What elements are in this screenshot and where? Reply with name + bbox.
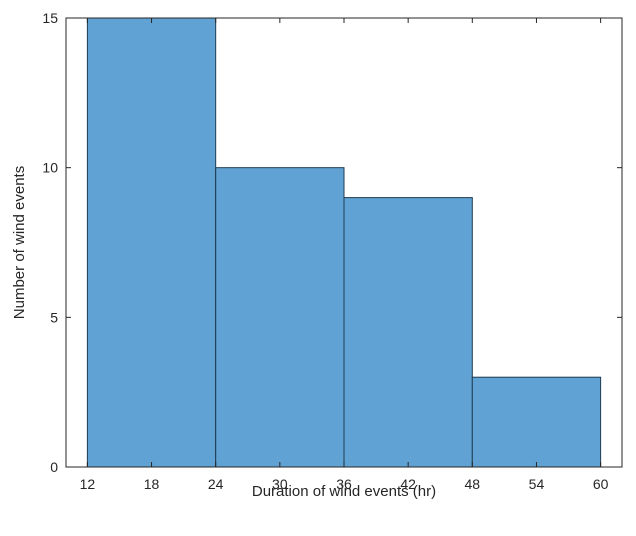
histogram-bar-12-24 (86, 17, 217, 468)
x-tick-label: 60 (593, 476, 609, 492)
x-tick-label: 30 (272, 476, 288, 492)
x-tick-label: 36 (336, 476, 352, 492)
y-tick-label: 10 (42, 160, 58, 176)
x-tick-label: 18 (144, 476, 160, 492)
y-axis-label: Number of wind events (11, 166, 28, 319)
x-tick-label: 54 (529, 476, 545, 492)
y-tick-labels: 0 5 10 15 (42, 10, 58, 475)
bars-layer (86, 17, 602, 468)
histogram-bar-36-48 (343, 197, 473, 468)
y-tick-label: 0 (50, 459, 58, 475)
ticks-layer (66, 17, 622, 468)
y-tick-label: 5 (50, 309, 58, 325)
x-tick-labels: 12 18 24 30 36 42 48 54 60 (80, 476, 609, 492)
x-tick-label: 24 (208, 476, 224, 492)
histogram-bar-24-36 (215, 167, 345, 468)
x-tick-label: 48 (465, 476, 481, 492)
histogram-bar-48-60 (471, 376, 602, 468)
y-tick-label: 15 (42, 10, 58, 26)
x-axis-label: Duration of wind events (hr) (252, 483, 436, 500)
x-tick-label: 12 (80, 476, 96, 492)
x-tick-label: 42 (400, 476, 416, 492)
